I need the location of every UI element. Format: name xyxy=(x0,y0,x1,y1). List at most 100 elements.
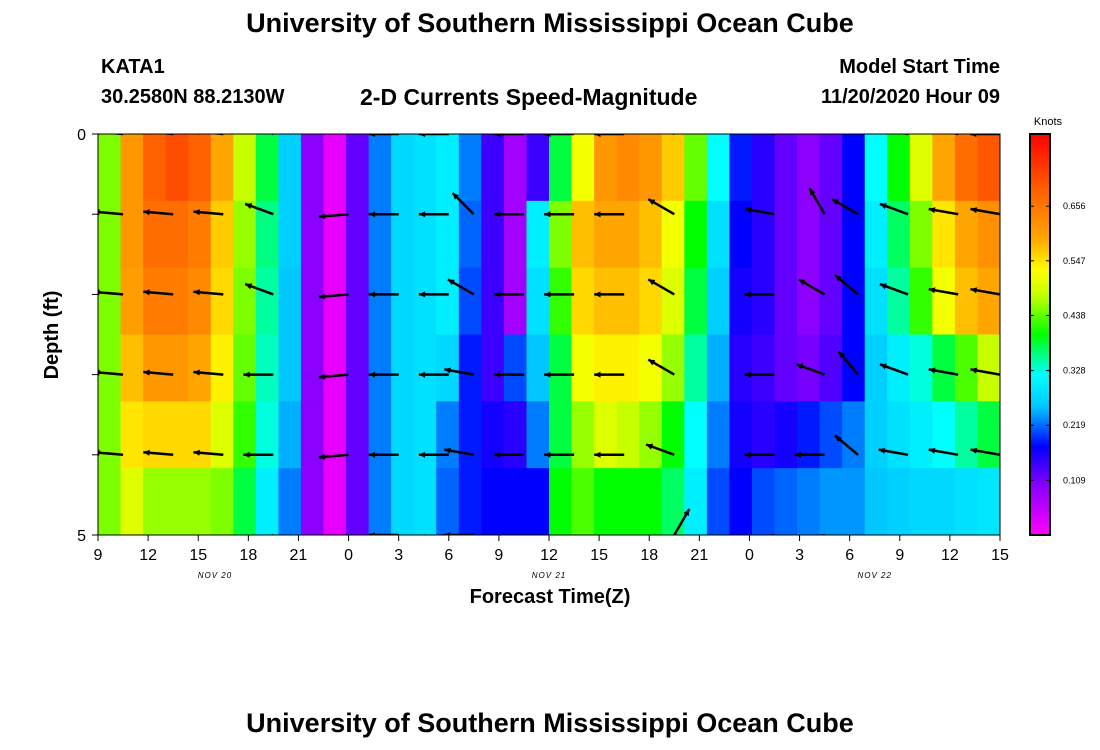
heatmap-cell xyxy=(98,200,122,269)
heatmap-cell xyxy=(932,334,956,402)
heatmap-cell xyxy=(368,267,392,336)
x-tick-label: 18 xyxy=(640,547,658,564)
current-vector-head xyxy=(418,371,426,378)
heatmap-cell xyxy=(549,468,573,535)
heatmap-cell xyxy=(751,134,776,202)
current-vector-head xyxy=(544,291,551,298)
current-vector-head xyxy=(744,451,751,458)
current-vector-head xyxy=(443,532,451,535)
heatmap-cell xyxy=(346,468,370,535)
heatmap-cell xyxy=(571,401,595,469)
heatmap-cell xyxy=(751,468,776,535)
current-vector-head xyxy=(794,451,801,458)
current-vector-head xyxy=(193,449,200,456)
x-tick-label: 6 xyxy=(444,547,453,564)
heatmap-cell xyxy=(391,267,415,336)
current-vector-head xyxy=(418,291,426,298)
current-vector-head xyxy=(245,283,253,290)
current-vector-head xyxy=(929,127,936,133)
current-vector-head xyxy=(744,291,751,298)
heatmap-cell xyxy=(346,200,370,269)
current-vector-head xyxy=(368,291,375,298)
heatmap-cell xyxy=(819,334,843,402)
heatmap-cell xyxy=(774,334,798,402)
heatmap-cell xyxy=(368,334,392,402)
current-vector-head xyxy=(544,134,551,137)
heatmap-cell xyxy=(594,134,618,202)
heatmap-cell xyxy=(661,267,685,336)
current-vector-head xyxy=(594,291,601,298)
current-vector-head xyxy=(745,127,752,133)
heatmap-cell xyxy=(368,134,392,202)
heatmap-cell xyxy=(751,200,776,269)
current-vector-head xyxy=(459,108,465,115)
current-vector xyxy=(950,134,959,136)
heatmap-cell xyxy=(661,134,685,202)
current-vector-head xyxy=(368,211,375,218)
heatmap-cell xyxy=(594,401,618,469)
heatmap-cell xyxy=(481,334,505,402)
date-label: NOV 20 xyxy=(198,571,232,580)
heatmap-cell xyxy=(684,267,708,336)
heatmap-cell xyxy=(323,267,347,336)
heatmap-cell xyxy=(143,267,167,336)
heatmap-cell xyxy=(278,468,302,535)
heatmap-cell xyxy=(481,134,505,202)
current-vector-head xyxy=(318,373,326,380)
heatmap-cell xyxy=(932,468,956,535)
heatmap-cell xyxy=(954,267,979,336)
current-vector-head xyxy=(143,369,150,376)
heatmap-cell xyxy=(571,267,595,336)
heatmap-cell xyxy=(188,134,212,202)
heatmap-cell xyxy=(909,334,933,402)
heatmap-cell xyxy=(458,267,482,336)
heatmap-cell xyxy=(278,334,302,402)
current-vector-head xyxy=(648,119,655,125)
heatmap-cell xyxy=(458,200,482,269)
current-vector-head xyxy=(796,363,804,370)
x-tick-label: 21 xyxy=(690,547,708,564)
heatmap-cell xyxy=(661,401,685,469)
heatmap-cell xyxy=(503,200,528,269)
colorbar-label: Knots xyxy=(1034,116,1063,128)
x-tick-label: 6 xyxy=(845,547,854,564)
heatmap-cell xyxy=(300,267,325,336)
heatmap-cell xyxy=(819,200,843,269)
x-tick-label: 0 xyxy=(344,547,353,564)
heatmap-cell xyxy=(346,267,370,336)
heatmap-cell xyxy=(661,468,685,535)
current-vector-head xyxy=(745,536,752,542)
heatmap-cell xyxy=(98,267,122,336)
current-vector-head xyxy=(879,127,886,133)
current-vector-head xyxy=(318,213,326,220)
heatmap-cell xyxy=(864,334,888,402)
heatmap-cell xyxy=(391,134,415,202)
heatmap-cell xyxy=(729,134,753,202)
heatmap-cell xyxy=(909,200,933,269)
current-vector-head xyxy=(879,363,887,370)
heatmap-cell xyxy=(797,200,821,269)
heatmap-cell xyxy=(571,468,595,535)
current-vector-head xyxy=(832,199,839,205)
heatmap-cell xyxy=(255,267,279,336)
current-vector-head xyxy=(879,203,887,209)
x-tick-label: 12 xyxy=(941,547,959,564)
heatmap-cell xyxy=(278,401,302,469)
heatmap-cell xyxy=(120,334,144,402)
heatmap-cell xyxy=(323,334,347,402)
x-tick-label: 15 xyxy=(590,547,608,564)
heatmap-cell xyxy=(391,468,415,535)
heatmap-cell xyxy=(684,401,708,469)
heatmap-cell xyxy=(932,134,956,202)
colorbar: Knots 0.109 0.219 0.328 0.438 0.547 0.656 xyxy=(1029,116,1086,536)
heatmap-cell xyxy=(526,334,550,402)
colorbar-tick-label: 0.547 xyxy=(1063,256,1086,266)
heatmap-cell xyxy=(481,267,505,336)
heatmap-cell xyxy=(729,468,753,535)
heatmap-cell xyxy=(594,468,618,535)
current-vector-head xyxy=(418,134,426,137)
heatmap-cell xyxy=(864,468,888,535)
current-vector-head xyxy=(970,367,978,374)
heatmap-cell xyxy=(346,401,370,469)
heatmap-cell xyxy=(300,334,325,402)
